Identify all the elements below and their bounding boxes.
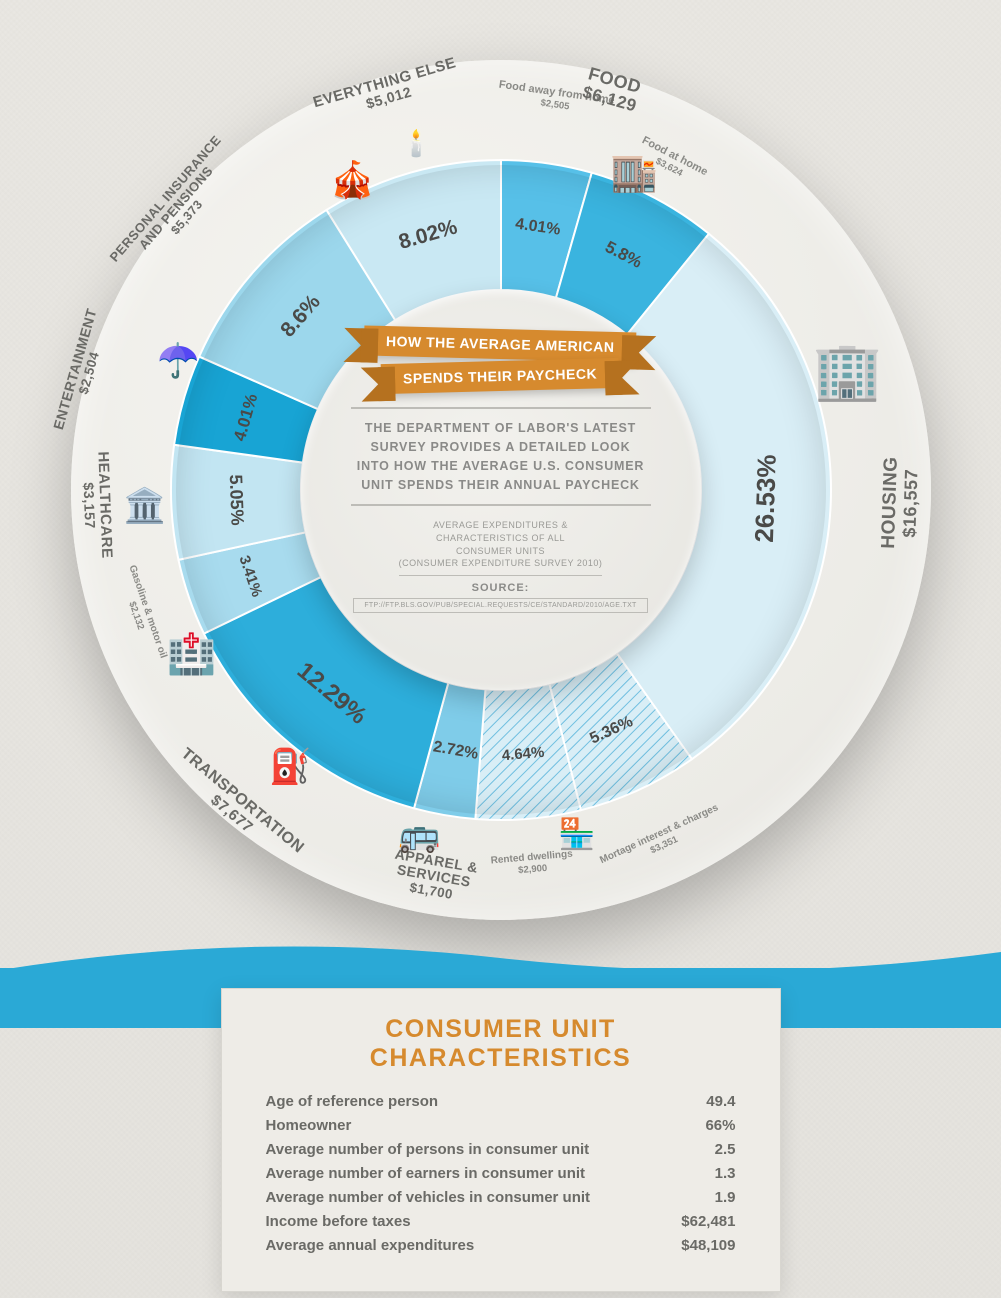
- sub-l1: AVERAGE EXPENDITURES &: [433, 520, 568, 530]
- row-value: 66%: [705, 1117, 735, 1134]
- banner-line2: SPENDS THEIR PAYCHECK: [381, 358, 620, 394]
- row-label: Average number of persons in consumer un…: [266, 1141, 590, 1158]
- source-url: FTP://FTP.BLS.GOV/PUB/SPECIAL.REQUESTS/C…: [353, 598, 647, 613]
- row-value: 49.4: [706, 1093, 735, 1110]
- characteristic-row: Average annual expenditures $48,109: [266, 1233, 736, 1257]
- characteristic-row: Average number of earners in consumer un…: [266, 1161, 736, 1185]
- row-label: Average number of vehicles in consumer u…: [266, 1189, 591, 1206]
- characteristic-row: Average number of persons in consumer un…: [266, 1137, 736, 1161]
- row-label: Homeowner: [266, 1117, 352, 1134]
- donut-chart: HOW THE AVERAGE AMERICAN SPENDS THEIR PA…: [71, 60, 931, 920]
- bottom-section: CONSUMER UNIT CHARACTERISTICS Age of ref…: [0, 968, 1001, 1298]
- hub-description: THE DEPARTMENT OF LABOR'S LATEST SURVEY …: [351, 407, 651, 506]
- characteristic-row: Average number of vehicles in consumer u…: [266, 1185, 736, 1209]
- sub-l4: (Consumer Expenditure Survey 2010): [399, 558, 603, 568]
- row-value: 1.9: [715, 1189, 736, 1206]
- hub-subtitle: AVERAGE EXPENDITURES & CHARACTERISTICS O…: [399, 514, 603, 575]
- banner-line1: HOW THE AVERAGE AMERICAN: [364, 326, 637, 363]
- characteristic-row: Homeowner 66%: [266, 1113, 736, 1137]
- panel-title: CONSUMER UNIT CHARACTERISTICS: [266, 1015, 736, 1073]
- sub-l2: CHARACTERISTICS OF ALL: [436, 533, 565, 543]
- row-label: Income before taxes: [266, 1213, 411, 1230]
- row-value: 1.3: [715, 1165, 736, 1182]
- characteristic-row: Age of reference person 49.4: [266, 1089, 736, 1113]
- chart-hub: HOW THE AVERAGE AMERICAN SPENDS THEIR PA…: [301, 290, 701, 690]
- row-value: 2.5: [715, 1141, 736, 1158]
- source-label: SOURCE:: [472, 582, 530, 594]
- row-label: Average annual expenditures: [266, 1237, 475, 1254]
- row-value: $48,109: [681, 1237, 735, 1254]
- row-value: $62,481: [681, 1213, 735, 1230]
- characteristic-row: Income before taxes $62,481: [266, 1209, 736, 1233]
- characteristics-panel: CONSUMER UNIT CHARACTERISTICS Age of ref…: [221, 988, 781, 1292]
- sub-l3: CONSUMER UNITS: [456, 546, 545, 556]
- row-label: Age of reference person: [266, 1093, 439, 1110]
- row-label: Average number of earners in consumer un…: [266, 1165, 586, 1182]
- title-banner: HOW THE AVERAGE AMERICAN SPENDS THEIR PA…: [364, 327, 636, 393]
